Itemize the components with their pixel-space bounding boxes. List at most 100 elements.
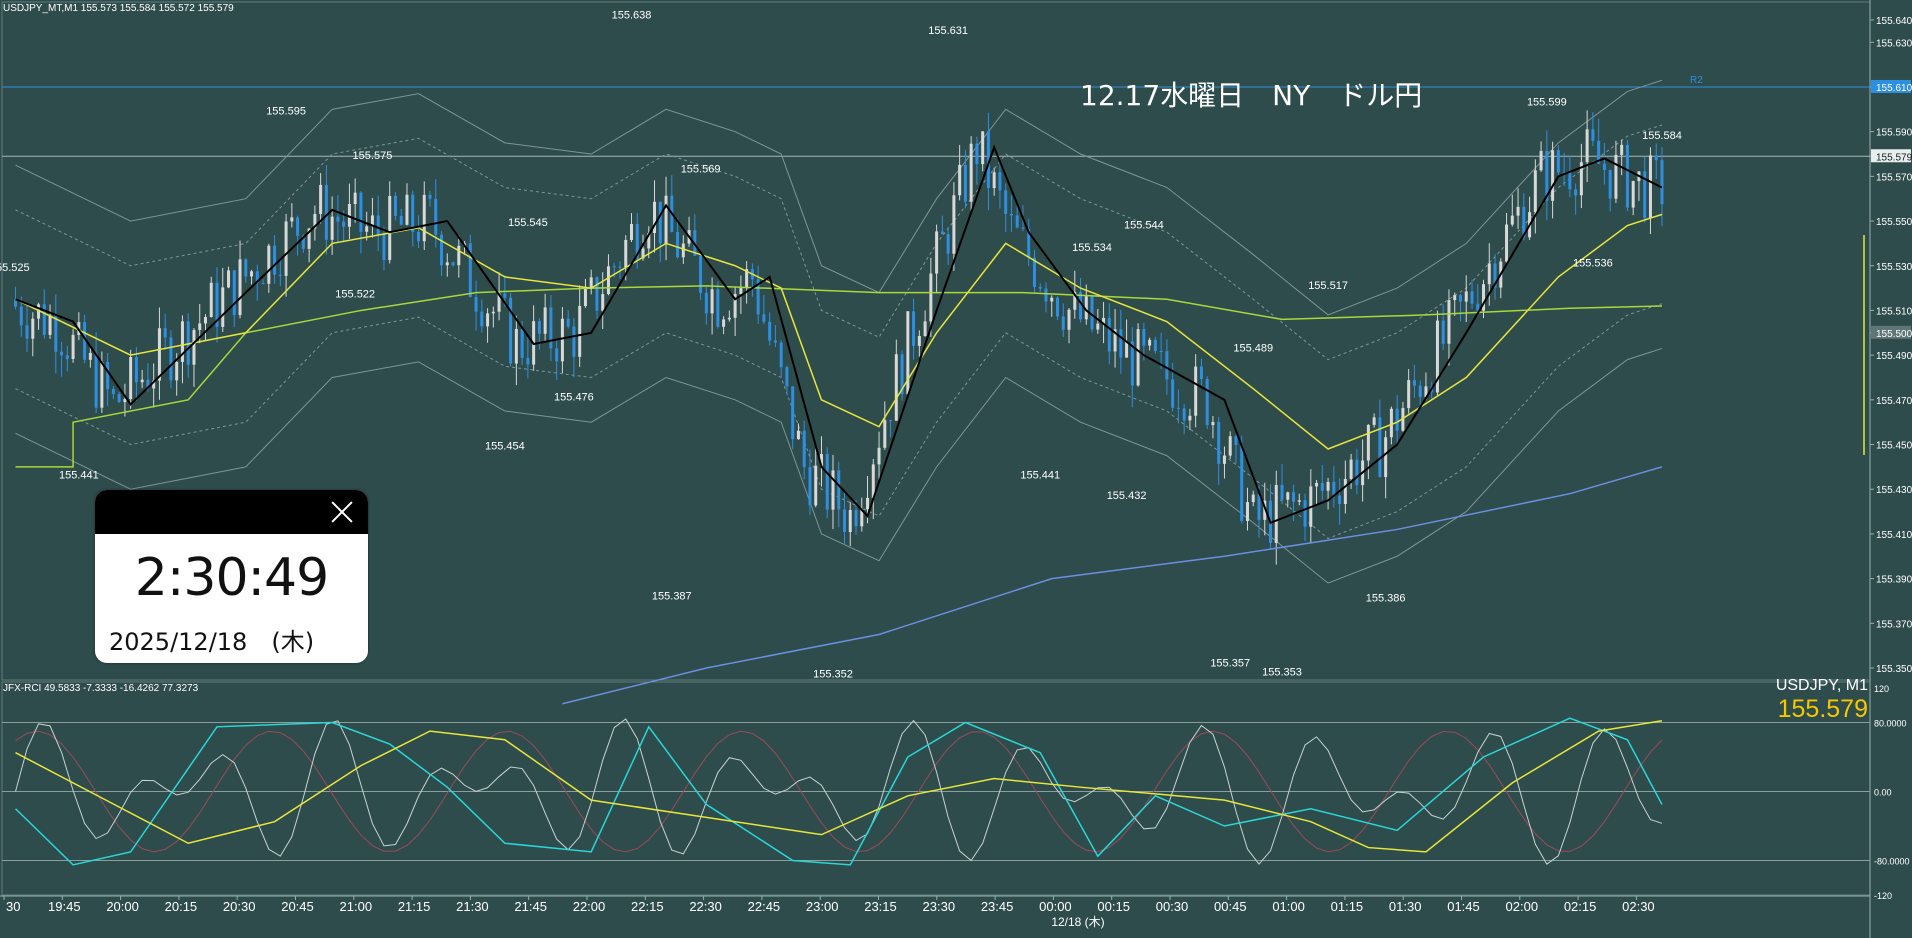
candle-body xyxy=(986,131,990,189)
candle-body xyxy=(163,328,167,338)
candle-body xyxy=(1366,424,1370,461)
candle-body xyxy=(946,234,950,254)
time-tick-label: 20:45 xyxy=(281,899,314,914)
candle-body xyxy=(1125,341,1129,358)
candle-body xyxy=(825,454,829,510)
candle-body xyxy=(791,386,795,440)
band-upper-2 xyxy=(15,79,1663,316)
candle-body xyxy=(405,194,409,225)
candle-body xyxy=(301,235,305,249)
candle-body xyxy=(388,196,392,261)
time-tick-label: 21:45 xyxy=(514,899,547,914)
candle-body xyxy=(1136,329,1140,386)
candle-body xyxy=(935,231,939,274)
candle-body xyxy=(1211,422,1215,426)
candle-body xyxy=(1602,163,1606,170)
candle-body xyxy=(1130,341,1134,386)
price-tick-label: 155.450 xyxy=(1876,441,1912,452)
candle-body xyxy=(1395,408,1399,431)
candle-body xyxy=(221,287,225,327)
candle-body xyxy=(1015,215,1019,228)
candle-body xyxy=(848,509,852,533)
candle-body xyxy=(1476,303,1480,311)
candle-body xyxy=(992,172,996,189)
candle-body xyxy=(1631,181,1635,208)
candle-body xyxy=(198,323,202,331)
close-icon[interactable] xyxy=(326,496,358,528)
clock-titlebar[interactable] xyxy=(95,490,368,534)
candle-body xyxy=(549,307,553,349)
candle-body xyxy=(468,243,472,297)
candle-body xyxy=(1355,459,1359,486)
candle-body xyxy=(831,470,835,510)
candle-body xyxy=(140,379,144,383)
candle-body xyxy=(1119,329,1123,358)
candle-body xyxy=(802,430,806,468)
price-annotation: 155.441 xyxy=(59,470,99,482)
candle-body xyxy=(451,262,455,266)
candle-body xyxy=(1056,297,1060,317)
price-tick-label: 155.640 xyxy=(1876,16,1912,27)
candle-body xyxy=(1591,129,1595,141)
candle-body xyxy=(376,215,380,235)
candle-body xyxy=(1038,287,1042,289)
time-tick-label: 20:30 xyxy=(223,899,256,914)
candle-body xyxy=(1441,320,1445,344)
price-annotation: 155.575 xyxy=(353,150,393,162)
candle-body xyxy=(1522,206,1526,238)
rci-header: JFX-RCI 49.5833 -7.3333 -16.4262 77.3273 xyxy=(3,683,199,694)
candle-body xyxy=(877,447,881,465)
candle-body xyxy=(1222,455,1226,464)
candle-body xyxy=(1102,317,1106,324)
price-annotation: 155.544 xyxy=(1124,219,1164,231)
price-annotation: 155.534 xyxy=(1072,242,1112,254)
candle-body xyxy=(1556,150,1560,173)
band-lower-1 xyxy=(15,303,1663,539)
candle-body xyxy=(1073,292,1077,310)
candle-body xyxy=(1176,407,1180,409)
candle-body xyxy=(653,201,657,234)
candle-body xyxy=(952,195,956,254)
candle-body xyxy=(1424,386,1428,398)
candle-body xyxy=(192,330,196,365)
candle-body xyxy=(1009,213,1013,216)
candle-body xyxy=(889,420,893,422)
band-upper-1 xyxy=(15,124,1663,361)
candle-body xyxy=(324,184,328,240)
candle-body xyxy=(284,221,288,276)
candle-body xyxy=(1620,144,1624,155)
price-annotation: 155.476 xyxy=(554,391,594,403)
time-tick-label: 01:30 xyxy=(1389,899,1422,914)
price-tick-label: 155.630 xyxy=(1876,38,1912,49)
candle-body xyxy=(71,334,75,359)
candle-body xyxy=(837,470,841,510)
ohlc-header: USDJPY_MT,M1 155.573 155.584 155.572 155… xyxy=(3,3,234,14)
candle-body xyxy=(606,266,610,295)
candle-body xyxy=(923,321,927,336)
candle-body xyxy=(1447,300,1451,344)
candle-body xyxy=(261,283,265,285)
price-tag-level xyxy=(1871,325,1911,339)
price-annotation: 155.357 xyxy=(1210,657,1250,669)
candle-body xyxy=(1435,320,1439,393)
price-annotation: 155.454 xyxy=(485,441,525,453)
candle-body xyxy=(422,194,426,242)
candle-body xyxy=(347,204,351,227)
candle-body xyxy=(1061,316,1065,330)
candle-body xyxy=(589,277,593,289)
candle-body xyxy=(1263,500,1267,520)
candle-body xyxy=(278,274,282,276)
candle-body xyxy=(203,316,207,324)
candle-body xyxy=(1251,494,1255,503)
candle-body xyxy=(106,362,110,390)
candle-body xyxy=(88,352,92,360)
candle-body xyxy=(94,352,98,408)
candle-body xyxy=(319,184,323,214)
time-tick-label: 23:30 xyxy=(923,899,956,914)
candle-body xyxy=(1384,437,1388,478)
price-annotation: 155.599 xyxy=(1527,97,1567,109)
candle-body xyxy=(1199,366,1203,379)
candle-body xyxy=(1153,339,1157,351)
candle-body xyxy=(520,328,524,358)
candle-body xyxy=(641,248,645,259)
